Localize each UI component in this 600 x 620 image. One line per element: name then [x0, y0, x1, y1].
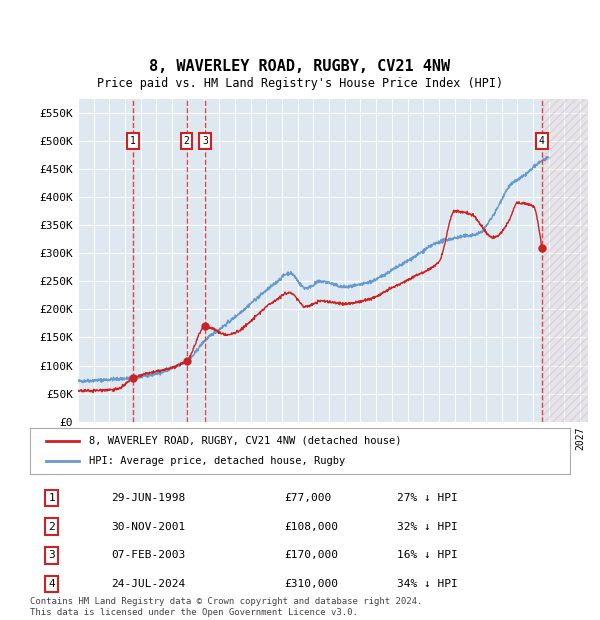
Text: 29-JUN-1998: 29-JUN-1998 [111, 493, 185, 503]
Text: 07-FEB-2003: 07-FEB-2003 [111, 551, 185, 560]
Text: 34% ↓ HPI: 34% ↓ HPI [397, 579, 458, 589]
Text: HPI: Average price, detached house, Rugby: HPI: Average price, detached house, Rugb… [89, 456, 346, 466]
Text: 4: 4 [48, 579, 55, 589]
Text: £170,000: £170,000 [284, 551, 338, 560]
Text: 2: 2 [48, 521, 55, 532]
Text: 1: 1 [48, 493, 55, 503]
Text: 8, WAVERLEY ROAD, RUGBY, CV21 4NW (detached house): 8, WAVERLEY ROAD, RUGBY, CV21 4NW (detac… [89, 436, 402, 446]
Text: 16% ↓ HPI: 16% ↓ HPI [397, 551, 458, 560]
Text: 3: 3 [48, 551, 55, 560]
Text: 30-NOV-2001: 30-NOV-2001 [111, 521, 185, 532]
Text: 32% ↓ HPI: 32% ↓ HPI [397, 521, 458, 532]
Text: Price paid vs. HM Land Registry's House Price Index (HPI): Price paid vs. HM Land Registry's House … [97, 77, 503, 90]
Text: 8, WAVERLEY ROAD, RUGBY, CV21 4NW: 8, WAVERLEY ROAD, RUGBY, CV21 4NW [149, 60, 451, 74]
Text: 27% ↓ HPI: 27% ↓ HPI [397, 493, 458, 503]
Text: 3: 3 [202, 136, 208, 146]
Text: £108,000: £108,000 [284, 521, 338, 532]
Text: £77,000: £77,000 [284, 493, 331, 503]
Text: 4: 4 [539, 136, 545, 146]
Text: 24-JUL-2024: 24-JUL-2024 [111, 579, 185, 589]
Text: 1: 1 [130, 136, 136, 146]
Text: £310,000: £310,000 [284, 579, 338, 589]
Text: Contains HM Land Registry data © Crown copyright and database right 2024.
This d: Contains HM Land Registry data © Crown c… [30, 598, 422, 617]
Polygon shape [542, 99, 588, 422]
Text: 2: 2 [184, 136, 190, 146]
